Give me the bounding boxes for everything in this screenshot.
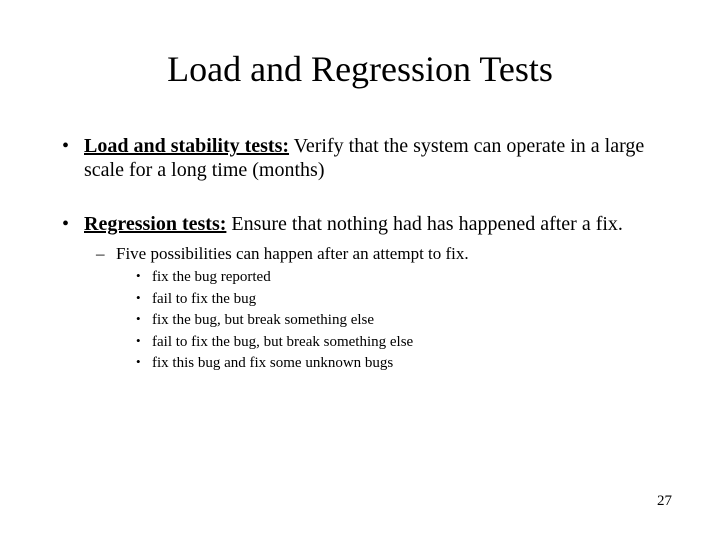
possibility-item: fix this bug and fix some unknown bugs [134, 354, 664, 374]
bullet-list: Load and stability tests: Verify that th… [56, 134, 664, 374]
possibility-item: fix the bug, but break something else [134, 311, 664, 331]
bullet-item-regression: Regression tests: Ensure that nothing ha… [56, 212, 664, 374]
sub-intro-text: Five possibilities can happen after an a… [116, 244, 469, 263]
possibility-item: fix the bug reported [134, 268, 664, 288]
body-regression: Ensure that nothing had has happened aft… [226, 213, 623, 235]
term-load: Load and stability tests: [84, 135, 289, 157]
sub-intro: Five possibilities can happen after an a… [94, 244, 664, 374]
slide: Load and Regression Tests Load and stabi… [0, 0, 720, 540]
possibility-list: fix the bug reported fail to fix the bug… [134, 268, 664, 374]
slide-title: Load and Regression Tests [56, 48, 664, 90]
bullet-item-load: Load and stability tests: Verify that th… [56, 134, 664, 182]
possibility-item: fail to fix the bug [134, 290, 664, 310]
page-number: 27 [657, 493, 672, 510]
sub-list: Five possibilities can happen after an a… [94, 244, 664, 374]
term-regression: Regression tests: [84, 213, 226, 235]
possibility-item: fail to fix the bug, but break something… [134, 333, 664, 353]
